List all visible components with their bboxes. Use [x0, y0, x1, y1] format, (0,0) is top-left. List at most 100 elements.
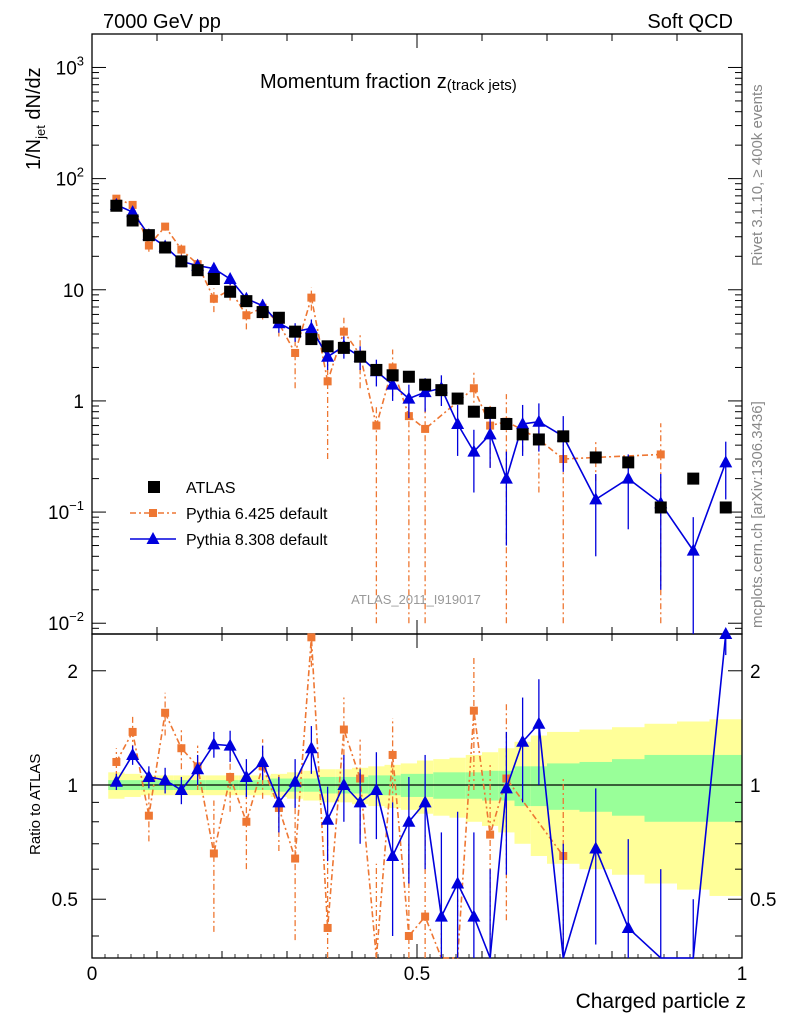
- atlas-point: [159, 241, 172, 254]
- pythia6-point: [372, 421, 381, 430]
- legend-label: Pythia 6.425 default: [186, 506, 328, 523]
- pythia8-point: [451, 416, 465, 429]
- atlas-point: [687, 472, 700, 485]
- pythia8-ratio-point: [142, 769, 156, 782]
- atlas-point: [467, 405, 480, 418]
- pythia8-point: [321, 349, 335, 362]
- ratio-band-inner: [612, 759, 645, 816]
- atlas-point: [370, 363, 383, 376]
- ratio-tick-label-right: 0.5: [750, 890, 776, 911]
- pythia8-ratio-point: [532, 716, 546, 729]
- atlas-point: [532, 433, 545, 446]
- pythia8-ratio-point: [207, 737, 221, 750]
- y-tick-label: 102: [56, 165, 84, 191]
- header-left: 7000 GeV pp: [103, 11, 221, 33]
- header-right: Soft QCD: [647, 11, 733, 33]
- rivet-label: Rivet 3.1.10, ≥ 400k events: [749, 84, 766, 266]
- pythia8-point: [532, 414, 546, 427]
- pythia8-point: [483, 427, 497, 440]
- pythia8-ratio-point: [386, 848, 400, 861]
- chart-title: Momentum fraction z(track jets): [260, 71, 517, 94]
- y-tick-label-base: 10: [48, 503, 69, 524]
- atlas-point: [272, 311, 285, 324]
- atlas-point: [289, 325, 302, 338]
- pythia6-ratio-point: [177, 744, 186, 753]
- pythia8-point: [467, 444, 481, 457]
- pythia8-ratio-point: [402, 814, 416, 827]
- y-axis-label-sub: jet: [33, 125, 48, 140]
- ratio-tick-label-left: 0.5: [52, 890, 78, 911]
- atlas-point: [126, 214, 139, 227]
- pythia6-ratio-point: [307, 633, 316, 642]
- watermark: ATLAS_2011_I919017: [351, 592, 481, 607]
- pythia8-point: [126, 205, 140, 218]
- y-tick-label: 1: [73, 392, 84, 413]
- pythia6-point: [291, 348, 300, 357]
- ratio-band-inner: [709, 754, 742, 822]
- ratio-tick-label-right: 1: [750, 776, 761, 797]
- pythia8-point: [402, 391, 416, 404]
- atlas-point: [240, 295, 253, 308]
- y-tick-label-base: 10: [48, 614, 69, 635]
- pythia8-point: [223, 271, 237, 284]
- ratio-band-inner: [677, 754, 710, 822]
- pythia6-ratio-point: [291, 854, 300, 863]
- pythia8-ratio-point: [516, 734, 530, 747]
- pythia8-ratio-point: [256, 754, 270, 767]
- atlas-point: [305, 333, 318, 346]
- pythia8-ratio-point: [337, 777, 351, 790]
- x-axis-label: Charged particle z: [576, 990, 746, 1013]
- legend-marker-pythia6: [149, 509, 157, 517]
- y-tick-label-base: 10: [63, 281, 84, 302]
- atlas-point: [654, 501, 667, 514]
- atlas-point: [175, 255, 188, 268]
- pythia6-point: [209, 294, 218, 303]
- atlas-point: [110, 199, 123, 212]
- atlas-point: [484, 406, 497, 419]
- atlas-point: [719, 501, 732, 514]
- pythia6-point: [469, 384, 478, 393]
- y-tick-label-exponent: −2: [69, 609, 84, 624]
- pythia6-point: [242, 311, 251, 320]
- pythia8-ratio-point: [369, 783, 383, 796]
- pythia6-ratio-point: [323, 923, 332, 932]
- pythia8-point: [516, 416, 530, 429]
- y-tick-label: 10: [63, 281, 84, 302]
- pythia6-ratio-point: [404, 931, 413, 940]
- ratio-band-inner: [530, 766, 547, 807]
- atlas-point: [354, 350, 367, 363]
- pythia6-point: [307, 293, 316, 302]
- pythia8-ratio-point: [589, 841, 603, 854]
- legend-label: ATLAS: [186, 480, 236, 497]
- pythia8-ratio-point: [434, 909, 448, 922]
- atlas-point: [419, 378, 432, 391]
- pythia6-point: [323, 377, 332, 386]
- legend: ATLAS Pythia 6.425 default Pythia 8.308 de…: [130, 480, 328, 549]
- ratio-tick-label-left: 2: [67, 662, 78, 683]
- pythia6-point: [421, 424, 430, 433]
- pythia6-ratio-point: [226, 772, 235, 781]
- atlas-point: [256, 306, 269, 319]
- pythia6-ratio-point: [144, 811, 153, 820]
- y-tick-label-exponent: −1: [69, 498, 84, 513]
- data-series: [109, 194, 733, 959]
- x-tick-label: 1: [737, 964, 748, 985]
- pythia6-point: [144, 241, 153, 250]
- pythia8-ratio-point: [126, 747, 140, 760]
- ratio-band-inner: [644, 754, 677, 822]
- pythia6-ratio-point: [421, 912, 430, 921]
- atlas-point: [207, 272, 220, 285]
- pythia8-ratio-point: [499, 781, 513, 794]
- ratio-axis-label: Ratio to ATLAS: [27, 754, 44, 855]
- pythia8-ratio-point: [719, 627, 733, 639]
- y-tick-label: 103: [56, 53, 84, 79]
- pythia8-ratio-point: [304, 741, 318, 754]
- pythia8-ratio-point: [467, 909, 481, 922]
- pythia8-ratio-point: [621, 920, 635, 933]
- legend-label: Pythia 8.308 default: [186, 532, 328, 549]
- pythia6-line: [116, 197, 661, 460]
- y-tick-label-exponent: 3: [77, 53, 84, 68]
- pythia6-ratio-point: [486, 830, 495, 839]
